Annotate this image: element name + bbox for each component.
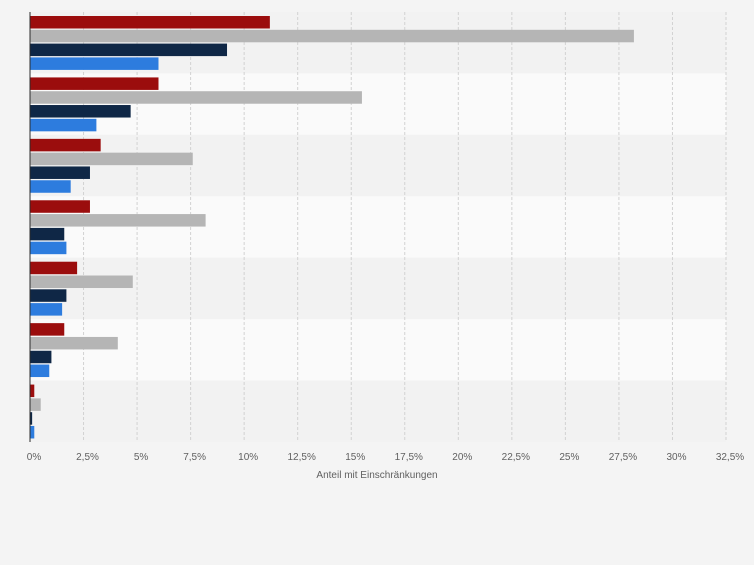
bar [30,323,65,336]
x-tick-label: 25% [559,452,579,463]
x-tick-label: 27,5% [609,452,637,463]
x-tick-label: 2,5% [76,452,99,463]
x-tick-label: 17,5% [395,452,423,463]
bar [30,350,52,364]
category-band [30,380,726,442]
x-tick-label: 32,5% [716,452,744,463]
x-tick-label: 7,5% [183,452,206,463]
bar [30,118,97,132]
category-bands [30,12,726,442]
bar [30,214,206,227]
x-tick-label: 5% [134,452,149,463]
category-band [30,257,726,320]
bar [30,200,90,213]
bar [30,180,71,193]
category-band [30,319,726,381]
x-axis-label: Anteil mit Einschränkungen [316,470,437,481]
x-tick-label: 30% [666,452,686,463]
bar [30,105,131,118]
x-tick-label: 20% [452,452,472,463]
bar [30,138,101,152]
category-band [30,134,726,197]
x-tick-label: 12,5% [288,452,316,463]
bar [30,412,33,425]
bar [30,77,159,90]
x-tick-labels: 0% 2,5% 5% 7,5% 10% 12,5% 15% 17,5% 20% 22,5% 25% 2… [27,452,745,463]
bar [30,43,228,57]
bar [30,336,118,350]
x-tick-label: 0% [27,452,42,463]
bar [30,425,35,439]
bar [30,29,634,43]
bar [30,303,63,316]
bar [30,241,67,255]
x-tick-label: 22,5% [502,452,530,463]
category-band [30,196,726,258]
bar-marks [30,16,634,439]
grid-lines [83,12,727,442]
bar [30,152,193,166]
x-tick-label: 10% [238,452,258,463]
bar [30,364,50,378]
bar [30,398,41,411]
bar [30,16,270,29]
bar [30,289,67,302]
bar [30,91,362,104]
bar [30,227,65,241]
bar [30,57,159,70]
bar [30,384,35,398]
bar [30,261,78,275]
bar [30,275,133,289]
bar [30,166,90,179]
x-tick-label: 15% [345,452,365,463]
